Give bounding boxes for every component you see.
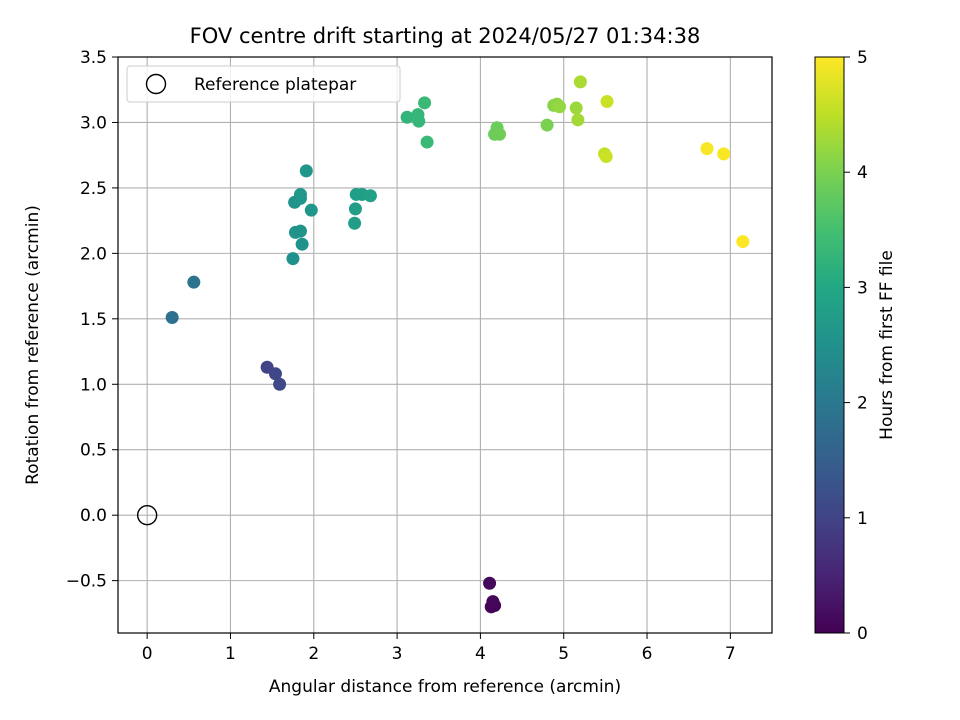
y-tick-label: 3.0 — [80, 113, 107, 133]
y-axis-label: Rotation from reference (arcmin) — [23, 205, 43, 485]
data-point — [573, 75, 587, 89]
x-axis-label: Angular distance from reference (arcmin) — [269, 677, 621, 697]
data-point — [540, 118, 554, 132]
legend-box — [126, 65, 401, 103]
data-point — [165, 311, 179, 325]
plot-frame — [117, 56, 773, 634]
data-points — [136, 75, 750, 614]
x-axis-ticks: 0 1 2 3 4 5 6 7 — [142, 633, 736, 664]
data-point — [600, 95, 614, 109]
data-point — [348, 216, 362, 230]
data-point — [295, 237, 309, 251]
x-tick-label: 3 — [392, 644, 403, 664]
data-point — [420, 135, 434, 149]
data-point — [299, 164, 313, 178]
data-point — [348, 202, 362, 216]
y-tick-label: 1.0 — [80, 375, 107, 395]
data-point — [412, 114, 426, 128]
colorbar-tick-label: 2 — [857, 394, 868, 414]
y-tick-label: 3.5 — [80, 48, 107, 68]
x-tick-label: 2 — [308, 644, 319, 664]
data-point — [599, 149, 613, 163]
data-point — [483, 576, 497, 590]
data-point — [571, 113, 585, 127]
x-tick-label: 5 — [558, 644, 569, 664]
data-point — [717, 147, 731, 161]
y-tick-label: 2.0 — [80, 244, 107, 264]
data-point — [286, 252, 300, 266]
colorbar-label: Hours from first FF file — [877, 250, 897, 440]
chart-title: FOV centre drift starting at 2024/05/27 … — [190, 24, 701, 48]
y-tick-label: 1.5 — [80, 310, 107, 330]
x-tick-label: 6 — [642, 644, 653, 664]
data-point — [400, 110, 414, 124]
y-tick-label: −0.5 — [66, 572, 107, 592]
x-tick-label: 1 — [225, 644, 236, 664]
colorbar-tick-label: 4 — [857, 163, 868, 183]
x-tick-label: 4 — [475, 644, 486, 664]
colorbar-tick-label: 0 — [857, 624, 868, 644]
legend-marker-reference — [145, 73, 167, 95]
legend-entry-reference: Reference platepar — [194, 75, 356, 95]
y-tick-label: 2.5 — [80, 179, 107, 199]
data-point — [700, 142, 714, 156]
data-point — [363, 189, 377, 203]
colorbar-ticks: 0 1 2 3 4 5 — [844, 48, 868, 644]
x-tick-label: 0 — [142, 644, 153, 664]
data-point — [736, 235, 750, 249]
reference-platepar-marker — [136, 504, 158, 526]
y-tick-label: 0.0 — [80, 506, 107, 526]
colorbar-tick-label: 5 — [857, 48, 868, 68]
y-axis-ticks: −0.5 0.0 0.5 1.0 1.5 2.0 2.5 3.0 3.5 — [66, 48, 118, 592]
legend: Reference platepar — [126, 65, 401, 103]
y-tick-label: 0.5 — [80, 441, 107, 461]
colorbar — [814, 56, 845, 634]
colorbar-tick-label: 1 — [857, 509, 868, 529]
colorbar-tick-label: 3 — [857, 278, 868, 298]
data-point — [273, 377, 287, 391]
data-point — [486, 595, 500, 609]
data-point — [293, 224, 307, 238]
data-point — [418, 96, 432, 110]
data-point — [553, 100, 567, 114]
data-point — [493, 127, 507, 141]
data-point — [187, 275, 201, 289]
data-point — [304, 203, 318, 217]
data-point — [293, 187, 307, 201]
data-point — [268, 367, 282, 381]
data-point — [569, 101, 583, 115]
grid — [118, 56, 772, 633]
x-tick-label: 7 — [725, 644, 736, 664]
